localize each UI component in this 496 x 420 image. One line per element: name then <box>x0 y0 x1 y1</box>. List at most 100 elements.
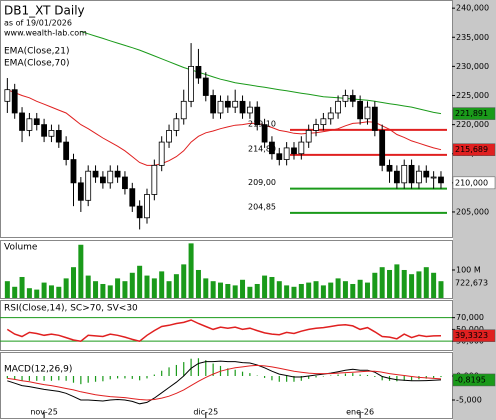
volume-bar <box>387 269 393 298</box>
candle-body <box>166 130 172 143</box>
candle-body <box>276 153 283 160</box>
histogram-bar <box>80 376 82 385</box>
candle-body <box>173 118 180 131</box>
histogram-bar <box>396 376 398 382</box>
candle-body <box>136 205 143 219</box>
candle-body <box>99 176 106 184</box>
volume-bar <box>225 283 231 298</box>
volume-bar <box>254 283 260 298</box>
panel-frame <box>0 0 453 238</box>
histogram-bar <box>190 358 192 376</box>
histogram-bar <box>43 376 45 381</box>
last-value-label: 39,3323 <box>455 331 488 340</box>
volume-bar <box>129 272 135 298</box>
histogram-bar <box>21 376 23 381</box>
candle-body <box>85 170 92 201</box>
histogram-bar <box>300 376 302 381</box>
histogram-bar <box>366 375 369 376</box>
last-value-label: 722,673 <box>455 279 488 288</box>
candle-body <box>188 65 194 102</box>
x-tick-label: nov-25 <box>30 408 58 417</box>
volume-bar <box>4 281 10 298</box>
legend-entry: EMA(Close,70) <box>4 59 69 69</box>
candle-body <box>305 130 312 143</box>
candle-body <box>283 147 290 160</box>
volume-bar <box>357 279 363 298</box>
volume-bar <box>166 281 172 298</box>
level-label: 204,85 <box>248 202 276 211</box>
candle-body <box>349 95 356 102</box>
candle-body <box>393 170 400 184</box>
candle-body <box>357 100 364 120</box>
histogram-bar <box>146 376 148 379</box>
y-tick-label: 205,000 <box>456 207 489 216</box>
histogram-bar <box>14 376 16 380</box>
candle-body <box>298 141 305 155</box>
panel-title: MACD(12,26,9) <box>4 365 72 375</box>
volume-bar <box>100 283 106 298</box>
candle-body <box>224 100 231 108</box>
histogram-bar <box>116 376 119 379</box>
volume-bar <box>159 271 165 298</box>
candle-body <box>151 164 158 195</box>
volume-bar <box>56 286 62 298</box>
candle-body <box>364 106 371 120</box>
last-value-label: 221,891 <box>455 109 488 118</box>
histogram-bar <box>227 368 229 376</box>
volume-bar <box>93 281 99 298</box>
volume-bar <box>423 267 429 298</box>
volume-bar <box>269 276 275 298</box>
histogram-bar <box>94 376 97 382</box>
candle-body <box>217 100 224 114</box>
candle-body <box>438 176 444 184</box>
y-tick-label: 240,000 <box>456 4 489 13</box>
volume-bar <box>85 275 91 298</box>
histogram-bar <box>263 376 266 378</box>
volume-bar <box>350 283 356 298</box>
histogram-bar <box>124 376 126 379</box>
last-value-label: -0,8195 <box>455 375 486 384</box>
histogram-bar <box>249 373 251 376</box>
candle-body <box>371 106 378 131</box>
candle-body <box>19 112 25 131</box>
y-tick-label: 70,000 <box>456 313 484 322</box>
volume-bar <box>320 285 326 298</box>
level-label: 219,10 <box>248 119 276 128</box>
histogram-bar <box>271 376 273 381</box>
volume-bar <box>144 275 150 298</box>
candle-body <box>4 89 11 102</box>
last-value-box <box>452 143 496 156</box>
last-value-box <box>452 329 496 342</box>
histogram-bar <box>205 360 207 376</box>
line <box>6 319 442 343</box>
volume-bar <box>416 271 422 298</box>
volume-bar <box>240 279 246 298</box>
volume-bar <box>63 278 69 298</box>
candle-body <box>210 95 217 114</box>
candle-body <box>269 141 275 155</box>
histogram-bar <box>352 373 354 376</box>
panel-frame <box>0 352 453 419</box>
histogram-bar <box>278 376 280 382</box>
candle-body <box>423 170 430 178</box>
histogram-bar <box>425 376 427 379</box>
candle-body <box>320 118 327 126</box>
panel-title: Volume <box>4 243 38 253</box>
volume-bar <box>342 281 348 298</box>
histogram-bar <box>109 376 111 380</box>
candle-body <box>327 112 334 120</box>
volume-bar <box>364 282 370 298</box>
volume-bar <box>232 285 238 298</box>
volume-bar <box>70 267 76 298</box>
histogram-bar <box>197 358 200 376</box>
candle-body <box>239 100 246 114</box>
histogram-bar <box>212 363 214 376</box>
histogram-bar <box>308 376 310 379</box>
candle-body <box>92 170 99 178</box>
last-value-label: 210,000 <box>455 178 488 187</box>
x-tick-label: ene-26 <box>346 408 374 417</box>
histogram-bar <box>65 376 67 381</box>
volume-bar <box>107 285 113 298</box>
candle-body <box>11 89 18 114</box>
